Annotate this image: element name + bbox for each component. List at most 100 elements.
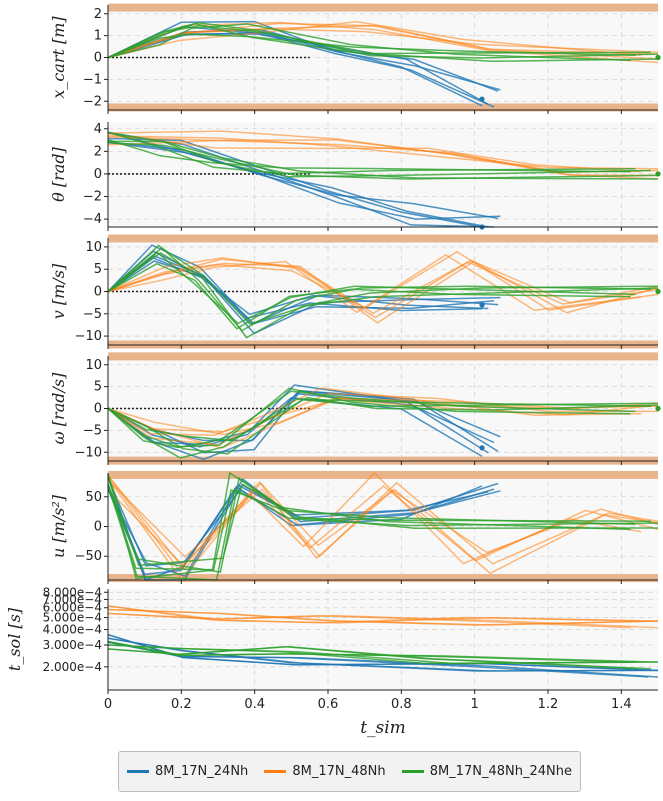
series-line-2 [107, 473, 636, 580]
series-line-2 [107, 21, 659, 59]
y-tick-label: −10 [75, 329, 102, 344]
y-tick-label: 0 [94, 402, 102, 417]
series-line-2 [107, 398, 659, 455]
series-line-1 [107, 254, 642, 314]
constraint-band [108, 3, 658, 12]
series-line-0 [107, 634, 659, 672]
panel-x_cart: 2 1 0 −1 −2 x_cart [m] [49, 3, 661, 114]
y-tick-label: 7.000e−4 [43, 592, 102, 606]
series-endpoint [655, 405, 661, 412]
series-line-2 [107, 33, 636, 59]
constraint-band [108, 574, 658, 583]
y-tick-label: 3.000e−4 [43, 638, 102, 652]
series-endpoint [655, 54, 661, 61]
series-line-1 [107, 250, 659, 311]
series-line-2 [107, 142, 659, 180]
y-tick-label: 5 [94, 380, 102, 395]
legend-item-green: 8M_17N_48Nh_24Nhe [401, 764, 572, 779]
y-tick-label: 2.000e−4 [43, 660, 102, 674]
series-line-2 [107, 471, 631, 571]
x-tick-label: 0.8 [391, 697, 412, 712]
x-tick-label: 1.2 [538, 697, 559, 712]
legend-item-orange: 8M_17N_48Nh [264, 764, 386, 779]
y-tick-label: 0 [94, 167, 102, 182]
y-tick-label: 0 [94, 285, 102, 300]
x-tick-label: 0.2 [171, 697, 192, 712]
x-tick-label: 1.4 [611, 697, 632, 712]
legend: 8M_17N_24Nh 8M_17N_48Nh 8M_17N_48Nh_24Nh… [118, 751, 581, 792]
panel-t_sol: 8.000e−47.000e−46.000e−45.000e−44.000e−4… [5, 585, 659, 694]
y-axis-label: θ [rad] [49, 146, 68, 201]
constraint-band [108, 234, 658, 243]
series-line-0 [107, 20, 483, 107]
series-line-2 [107, 244, 652, 332]
series-line-2 [107, 398, 652, 459]
y-tick-label: 1 [94, 29, 102, 44]
panel-u: 50 0 −50 u [m/s²] [49, 470, 659, 584]
constraint-band [108, 352, 658, 361]
y-tick-label: −5 [83, 307, 102, 322]
y-tick-label: −5 [83, 423, 102, 438]
series-line-0 [107, 141, 501, 220]
series-line-2 [107, 645, 639, 670]
panel-theta: 4 2 0 −2 −4 θ [rad] [49, 122, 661, 231]
series-line-2 [107, 485, 652, 581]
series-endpoint [655, 288, 661, 295]
constraint-band [108, 103, 658, 112]
legend-swatch [127, 770, 150, 773]
series-line-1 [107, 398, 659, 433]
x-tick-label: 0.4 [244, 697, 265, 712]
y-tick-label: 4 [94, 122, 102, 137]
series-line-0 [107, 131, 489, 228]
series-line-2 [107, 138, 631, 173]
y-axis-label: v [m/s] [49, 263, 68, 319]
legend-swatch [401, 770, 424, 773]
panel-v: 10 5 0 −5 −10 v [m/s] [49, 234, 661, 349]
y-axis-label: x_cart [m] [49, 16, 68, 99]
series-line-2 [107, 262, 631, 330]
legend-label: 8M_17N_48Nh_24Nhe [429, 764, 572, 779]
y-axis-label: ω [rad/s] [49, 372, 68, 444]
legend-item-blue: 8M_17N_24Nh [127, 764, 248, 779]
series-line-2 [107, 387, 631, 448]
series-line-2 [107, 251, 636, 325]
y-axis-label: u [m/s²] [49, 494, 68, 558]
y-tick-label: 4.000e−4 [43, 623, 102, 637]
y-tick-label: 10 [85, 358, 102, 373]
y-tick-label: 0 [94, 520, 102, 535]
legend-label: 8M_17N_24Nh [155, 764, 249, 779]
x-tick-label: 1 [471, 697, 479, 712]
y-tick-label: −2 [83, 94, 102, 109]
x-tick-label: 0 [104, 697, 112, 712]
series-line-1 [107, 20, 642, 59]
y-axis-label: t_sol [s] [5, 607, 24, 671]
series-line-1 [107, 605, 642, 624]
y-tick-label: 5 [94, 262, 102, 277]
y-tick-label: −50 [75, 549, 102, 564]
series-line-1 [107, 135, 659, 170]
series-line-2 [107, 474, 659, 567]
series-line-0 [107, 484, 483, 576]
x-tick-label: 0.6 [318, 697, 339, 712]
series-line-2 [107, 476, 659, 573]
y-tick-label: −4 [83, 212, 102, 227]
legend-swatch [264, 770, 287, 773]
series-line-2 [107, 131, 636, 175]
series-line-2 [107, 640, 631, 663]
y-tick-label: 2 [94, 7, 102, 22]
y-tick-label: 50 [85, 490, 102, 505]
panel-omega: 10 5 0 −5 −10 ω [rad/s] [49, 352, 661, 465]
y-tick-label: 5.000e−4 [43, 611, 102, 625]
legend-label: 8M_17N_48Nh [292, 764, 386, 779]
y-tick-label: −2 [83, 190, 102, 205]
y-tick-label: −10 [75, 445, 102, 460]
series-line-2 [107, 644, 636, 665]
x-axis-label: t_sim [360, 718, 406, 738]
constraint-band [108, 470, 658, 479]
y-tick-label: 2 [94, 144, 102, 159]
y-tick-label: 8.000e−4 [43, 585, 102, 599]
y-tick-label: 6.000e−4 [43, 601, 102, 615]
series-line-2 [107, 23, 631, 62]
y-tick-label: 10 [85, 240, 102, 255]
